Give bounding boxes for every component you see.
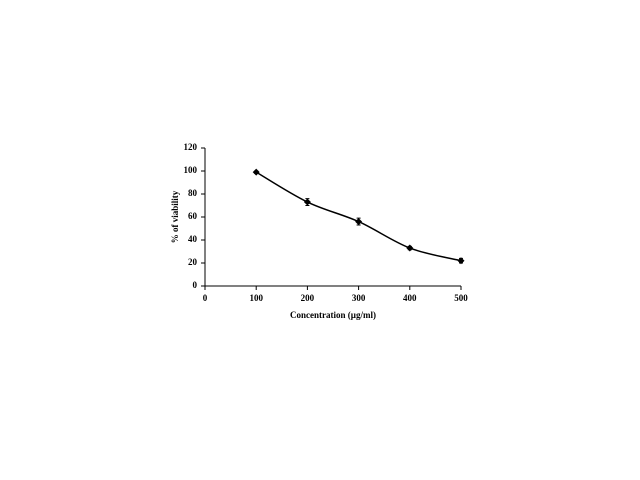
y-tick-label: 0 xyxy=(193,280,198,290)
point xyxy=(457,257,465,265)
y-tick-label: 40 xyxy=(188,234,198,244)
point xyxy=(355,218,363,226)
y-tick-label: 60 xyxy=(188,211,198,221)
x-tick-label: 400 xyxy=(403,293,417,303)
y-axis-title: % of viability xyxy=(170,190,180,243)
x-tick-label: 300 xyxy=(352,293,366,303)
x-tick-label: 100 xyxy=(249,293,263,303)
point xyxy=(303,198,311,206)
point xyxy=(252,168,260,176)
x-axis-title: Concentration (µg/ml) xyxy=(290,310,376,320)
x-tick-label: 0 xyxy=(203,293,208,303)
y-tick-label: 100 xyxy=(184,165,198,175)
x-tick-label: 200 xyxy=(301,293,315,303)
point xyxy=(406,244,414,252)
y-tick-label: 120 xyxy=(184,142,198,152)
x-tick-label: 500 xyxy=(454,293,468,303)
y-tick-label: 20 xyxy=(188,257,198,267)
y-tick-label: 80 xyxy=(188,188,198,198)
